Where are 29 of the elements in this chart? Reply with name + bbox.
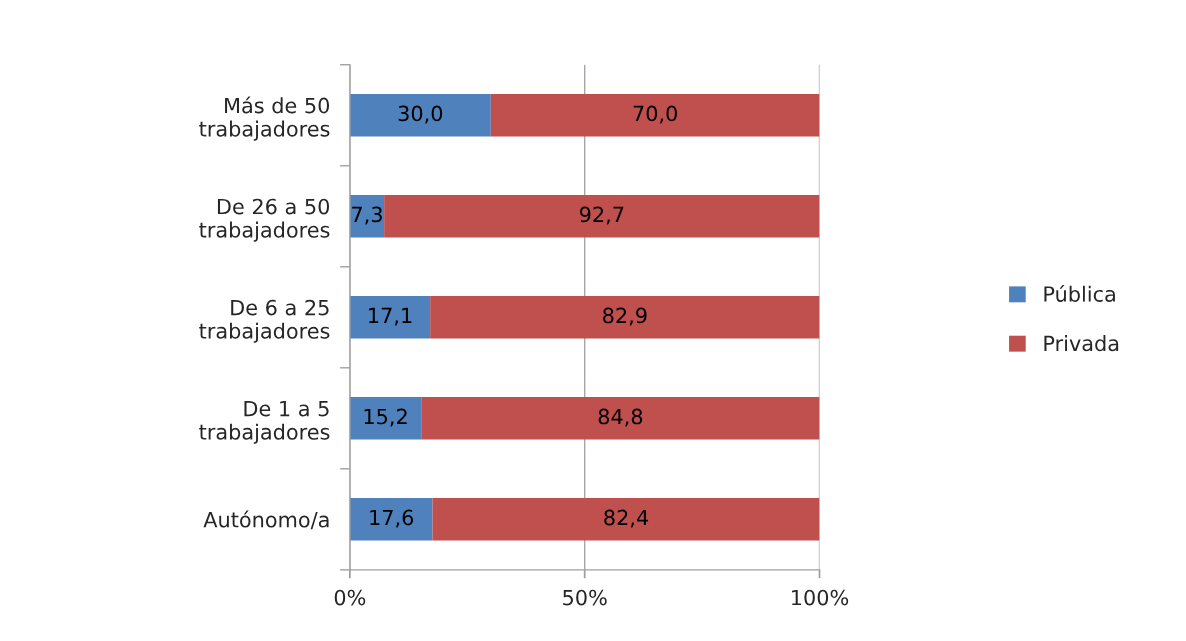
data-label: 82,9 — [603, 307, 647, 326]
y-tick-label: De 1 a 5 trabajadores — [199, 400, 330, 444]
data-label: 7,3 — [352, 206, 382, 225]
y-tick-label: Más de 50 trabajadores — [199, 96, 330, 141]
data-label: 84,8 — [598, 408, 643, 427]
x-tick-label: 0% — [334, 589, 366, 606]
data-label: 17,6 — [370, 509, 414, 528]
x-tick-label: 50% — [563, 589, 607, 606]
data-label: 92,7 — [579, 206, 624, 225]
data-label: 70,0 — [633, 105, 677, 124]
bar — [349, 296, 431, 339]
data-label: 82,4 — [604, 509, 649, 528]
data-label: 15,2 — [364, 408, 407, 427]
data-label: 30,0 — [398, 105, 443, 124]
bar — [432, 498, 820, 541]
y-tick-label: De 6 a 25 trabajadores — [199, 299, 330, 343]
data-label: 17,1 — [369, 307, 412, 326]
y-tick-label: Autónomo/a — [203, 510, 329, 530]
bar — [384, 195, 820, 238]
bar — [421, 397, 820, 440]
y-tick-label: De 26 a 50 trabajadores — [199, 198, 330, 242]
bar — [349, 397, 422, 440]
bar — [430, 296, 820, 339]
bar — [490, 94, 820, 137]
bar — [349, 498, 433, 541]
x-tick-label: 100% — [792, 589, 849, 606]
bar — [349, 94, 491, 137]
legend-label: Privada — [1044, 335, 1119, 352]
legend-label: Pública — [1044, 284, 1115, 302]
